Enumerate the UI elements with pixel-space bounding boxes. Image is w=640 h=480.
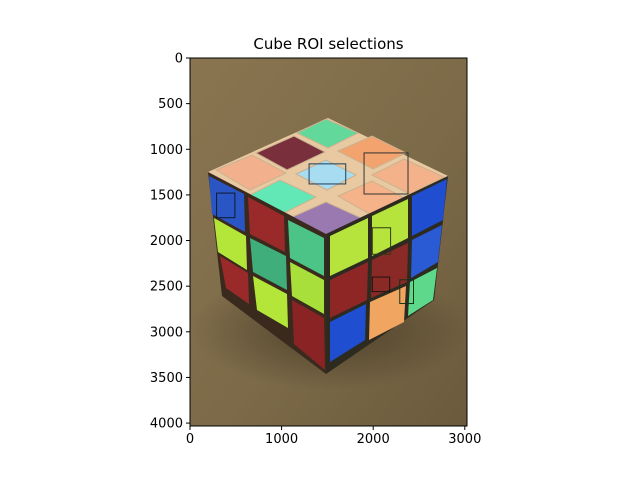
chart-title: Cube ROI selections: [253, 35, 403, 53]
axes-frame: [189, 57, 468, 427]
y-tick-label: 2500: [150, 280, 183, 295]
y-tick-label: 500: [158, 97, 183, 112]
x-tick-label: 1000: [265, 432, 298, 447]
roi-rect-4: [371, 227, 392, 255]
roi-rect-5: [371, 276, 391, 293]
roi-rectangles: [216, 152, 415, 305]
x-tick-label: 0: [186, 432, 194, 447]
y-tick-label: 1500: [150, 188, 183, 203]
roi-rect-6: [399, 279, 415, 305]
x-tick-label: 2000: [357, 432, 390, 447]
y-axis: 0 500 1000 1500 2000 2500 3000 3500 4000: [150, 52, 190, 432]
y-tick-label: 2000: [150, 234, 183, 249]
y-tick-label: 4000: [150, 417, 183, 432]
x-tick-label: 3000: [448, 432, 481, 447]
y-tick-label: 1000: [150, 143, 183, 158]
y-tick-label: 3500: [150, 371, 183, 386]
y-tick-label: 3000: [150, 325, 183, 340]
photo-image: [190, 58, 467, 426]
roi-rect-3: [216, 192, 236, 219]
roi-rect-2: [308, 163, 347, 185]
x-axis: 0 1000 2000 3000: [186, 426, 481, 447]
y-tick-label: 0: [175, 52, 183, 67]
roi-rect-1: [363, 152, 409, 195]
